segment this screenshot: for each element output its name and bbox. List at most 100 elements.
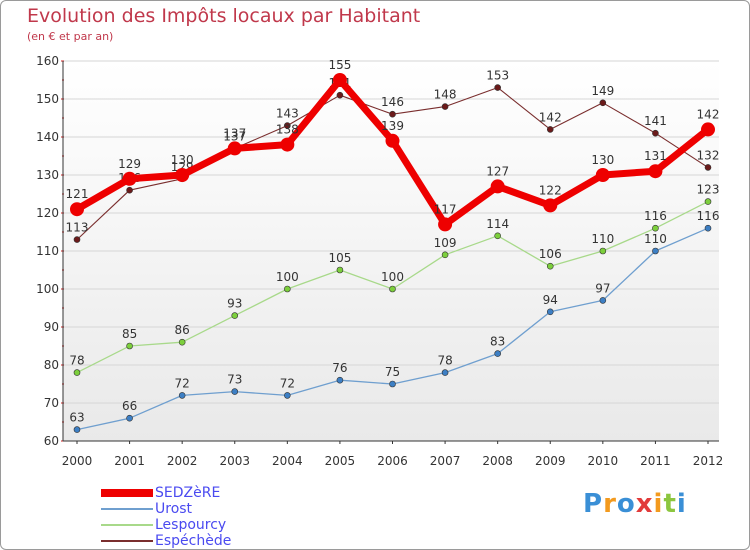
- data-label: 139: [381, 119, 404, 133]
- data-point: [231, 312, 239, 319]
- data-label: 123: [697, 183, 720, 197]
- data-point: [441, 369, 449, 376]
- data-label: 153: [486, 69, 509, 83]
- data-label: 83: [490, 335, 505, 349]
- legend-item: SEDZèRE: [101, 485, 231, 501]
- data-point: [332, 73, 347, 87]
- legend-item: Urost: [101, 501, 231, 517]
- y-tick-label: 160: [36, 54, 59, 68]
- data-label: 94: [543, 293, 558, 307]
- data-point: [389, 380, 396, 388]
- legend-label: Urost: [155, 501, 193, 517]
- logo-letter: o: [616, 489, 636, 519]
- data-label: 132: [697, 148, 720, 162]
- logo-letter: x: [635, 489, 654, 519]
- data-point: [704, 198, 712, 205]
- data-label: 117: [434, 202, 457, 216]
- data-point: [652, 247, 659, 255]
- data-label: 155: [328, 58, 351, 72]
- legend-swatch: [101, 508, 153, 510]
- data-point: [441, 103, 449, 110]
- legend-swatch: [101, 489, 153, 497]
- data-label: 149: [591, 84, 614, 98]
- data-point: [441, 251, 449, 259]
- data-point: [494, 232, 501, 240]
- data-label: 66: [122, 399, 137, 413]
- data-point: [175, 168, 190, 182]
- chart-subtitle: (en € et par an): [27, 30, 114, 43]
- data-label: 127: [486, 164, 509, 178]
- data-point: [73, 369, 81, 376]
- x-tick-label: 2008: [482, 454, 513, 468]
- data-label: 76: [332, 361, 347, 375]
- data-label: 114: [486, 217, 509, 231]
- data-point: [599, 99, 607, 107]
- data-label: 122: [539, 183, 562, 197]
- data-point: [280, 137, 295, 152]
- x-tick-label: 2005: [325, 454, 356, 468]
- legend-label: Lespourcy: [155, 517, 227, 533]
- data-point: [336, 266, 344, 274]
- logo-letter: i: [653, 489, 664, 519]
- data-label: 100: [276, 270, 299, 284]
- data-label: 93: [227, 297, 242, 311]
- data-point: [389, 285, 396, 293]
- y-tick-label: 100: [36, 282, 59, 296]
- data-label: 109: [434, 236, 457, 250]
- data-point: [490, 179, 505, 194]
- data-point: [599, 297, 607, 304]
- y-tick-label: 110: [36, 244, 59, 258]
- data-label: 78: [437, 354, 452, 368]
- data-label: 141: [644, 114, 667, 128]
- y-tick-label: 120: [36, 206, 59, 220]
- data-point: [543, 198, 558, 213]
- data-label: 137: [223, 129, 246, 143]
- data-label: 72: [280, 376, 295, 390]
- legend: SEDZèRE Urost Lespourcy Espéchède: [101, 485, 231, 549]
- legend-swatch: [101, 524, 153, 526]
- data-point: [648, 164, 663, 179]
- data-point: [178, 338, 186, 346]
- x-tick-label: 2012: [693, 454, 724, 468]
- logo-letter: t: [663, 489, 677, 519]
- data-point: [546, 262, 554, 270]
- data-label: 130: [171, 153, 194, 167]
- data-label: 113: [66, 221, 89, 235]
- data-point: [336, 91, 344, 99]
- y-tick-label: 140: [36, 130, 59, 144]
- x-tick-label: 2000: [62, 454, 93, 468]
- legend-item: Lespourcy: [101, 517, 231, 533]
- data-point: [546, 126, 554, 133]
- data-point: [284, 285, 291, 293]
- x-tick-label: 2006: [377, 454, 408, 468]
- data-point: [231, 388, 239, 395]
- data-point: [701, 122, 715, 137]
- x-tick-label: 2007: [430, 454, 461, 468]
- data-point: [385, 133, 400, 148]
- data-point: [652, 129, 659, 137]
- data-label: 72: [175, 376, 190, 390]
- data-point: [284, 392, 291, 399]
- data-point: [126, 414, 133, 422]
- y-tick-label: 70: [44, 396, 59, 410]
- data-label: 142: [539, 110, 562, 124]
- data-point: [704, 224, 712, 232]
- data-label: 97: [595, 281, 610, 295]
- data-point: [494, 350, 501, 357]
- logo-letter: r: [603, 489, 617, 519]
- data-point: [227, 141, 242, 156]
- data-point: [389, 110, 396, 118]
- data-label: 116: [697, 209, 720, 223]
- data-label: 146: [381, 95, 404, 109]
- y-tick-label: 130: [36, 168, 59, 182]
- data-label: 116: [644, 209, 667, 223]
- proxiti-logo: Proxiti: [583, 489, 687, 519]
- logo-letter: i: [676, 489, 687, 519]
- data-label: 63: [69, 411, 84, 425]
- data-label: 131: [644, 149, 667, 163]
- logo-letter: P: [583, 489, 604, 519]
- data-label: 100: [381, 270, 404, 284]
- data-point: [704, 164, 712, 171]
